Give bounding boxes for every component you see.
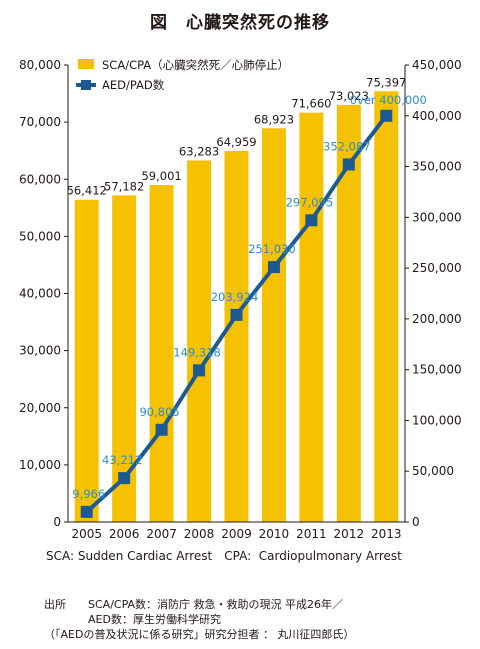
aed-pad-marker [380,109,393,122]
x-tick-label: 2011 [296,527,327,541]
abbreviation-note: SCA: Sudden Cardiac Arrest CPA: Cardiopu… [46,549,402,563]
left-tick-label: 10,000 [19,458,61,472]
left-tick-label: 80,000 [19,58,61,72]
left-tick-label: 30,000 [19,344,61,358]
source-label: 出所 [44,598,66,611]
bar-value-label: 68,923 [254,112,294,126]
x-tick-label: 2008 [184,527,215,541]
x-tick-label: 2013 [371,527,402,541]
right-tick-label: 0 [412,515,420,529]
aed-pad-marker [342,158,355,171]
right-tick-label: 250,000 [412,261,462,275]
aed-pad-marker [193,364,206,377]
x-tick-label: 2009 [221,527,252,541]
bar-value-label: 64,959 [216,135,256,149]
aed-pad-marker [230,308,243,321]
aed-pad-marker [80,505,93,518]
legend-label-sca: SCA/CPA（心臓突然死／心肺停止） [102,58,289,72]
source-line-1: SCA/CPA数：消防庁 救急・救助の現況 平成26年／ [88,598,344,611]
legend-swatch-sca [78,59,94,69]
source-line-3: （「AEDの普及状況に係る研究」研究分担者 ： 丸川征四郎氏） [44,628,355,641]
source-line-2: AED数：厚生労働科学研究 [88,613,221,626]
bar-sca-cpa [336,104,361,522]
aed-value-label: 90,805 [139,405,179,419]
aed-value-label: 352,087 [323,139,371,153]
x-tick-label: 2010 [259,527,290,541]
right-tick-label: 50,000 [412,464,454,478]
left-tick-label: 50,000 [19,229,61,243]
right-tick-label: 450,000 [412,58,462,72]
aed-pad-marker [267,261,280,274]
left-tick-label: 40,000 [19,287,61,301]
bar-value-label: 75,397 [366,75,406,89]
right-tick-label: 100,000 [412,413,462,427]
bar-sca-cpa [112,195,137,522]
right-tick-label: 150,000 [412,363,462,377]
left-tick-label: 70,000 [19,115,61,129]
legend-swatch-aed [81,80,91,90]
right-tick-label: 200,000 [412,312,462,326]
x-tick-label: 2007 [146,527,177,541]
bar-value-label: 73,023 [329,89,369,103]
left-tick-label: 0 [53,515,61,529]
bar-sca-cpa [374,91,399,523]
aed-value-label: 203,924 [211,290,259,304]
left-tick-label: 60,000 [19,172,61,186]
aed-value-label: 297,095 [286,195,334,209]
aed-pad-marker [155,423,168,436]
source-note: 出所 SCA/CPA数：消防庁 救急・救助の現況 平成26年／ AED数：厚生労働… [44,597,354,642]
right-tick-label: 300,000 [412,210,462,224]
bar-sca-cpa [74,199,99,522]
bar-sca-cpa [261,128,286,523]
x-tick-label: 2006 [109,527,140,541]
chart-area: 0 10,000 20,000 30,000 40,000 50,000 60,000 70,… [0,40,480,560]
aed-value-label: 0ver 400,000 [350,93,427,107]
legend-label-aed: AED/PAD数 [102,78,165,92]
aed-value-label: 9,966 [72,487,105,501]
chart-title: 図 心臓突然死の推移 [150,13,330,33]
aed-value-label: 251,030 [248,242,296,256]
aed-value-label: 43,212 [102,453,142,467]
bar-value-label: 59,001 [141,169,181,183]
bar-sca-cpa [149,184,174,522]
bar-sca-cpa [299,112,324,523]
aed-value-label: 149,318 [173,345,221,359]
bar-sca-cpa [224,150,249,522]
aed-pad-marker [305,214,318,227]
aed-pad-marker [118,472,131,485]
bar-value-label: 71,660 [291,97,331,111]
bar-value-label: 56,412 [67,184,107,198]
bar-sca-cpa [187,160,212,523]
bar-value-label: 57,182 [104,179,144,193]
x-tick-label: 2012 [334,527,365,541]
bar-value-label: 63,283 [179,144,219,158]
right-tick-label: 400,000 [412,109,462,123]
chart: 0 10,000 20,000 30,000 40,000 50,000 60,000 70,… [19,58,462,541]
left-tick-label: 20,000 [19,401,61,415]
right-tick-label: 350,000 [412,160,462,174]
x-tick-label: 2005 [71,527,102,541]
